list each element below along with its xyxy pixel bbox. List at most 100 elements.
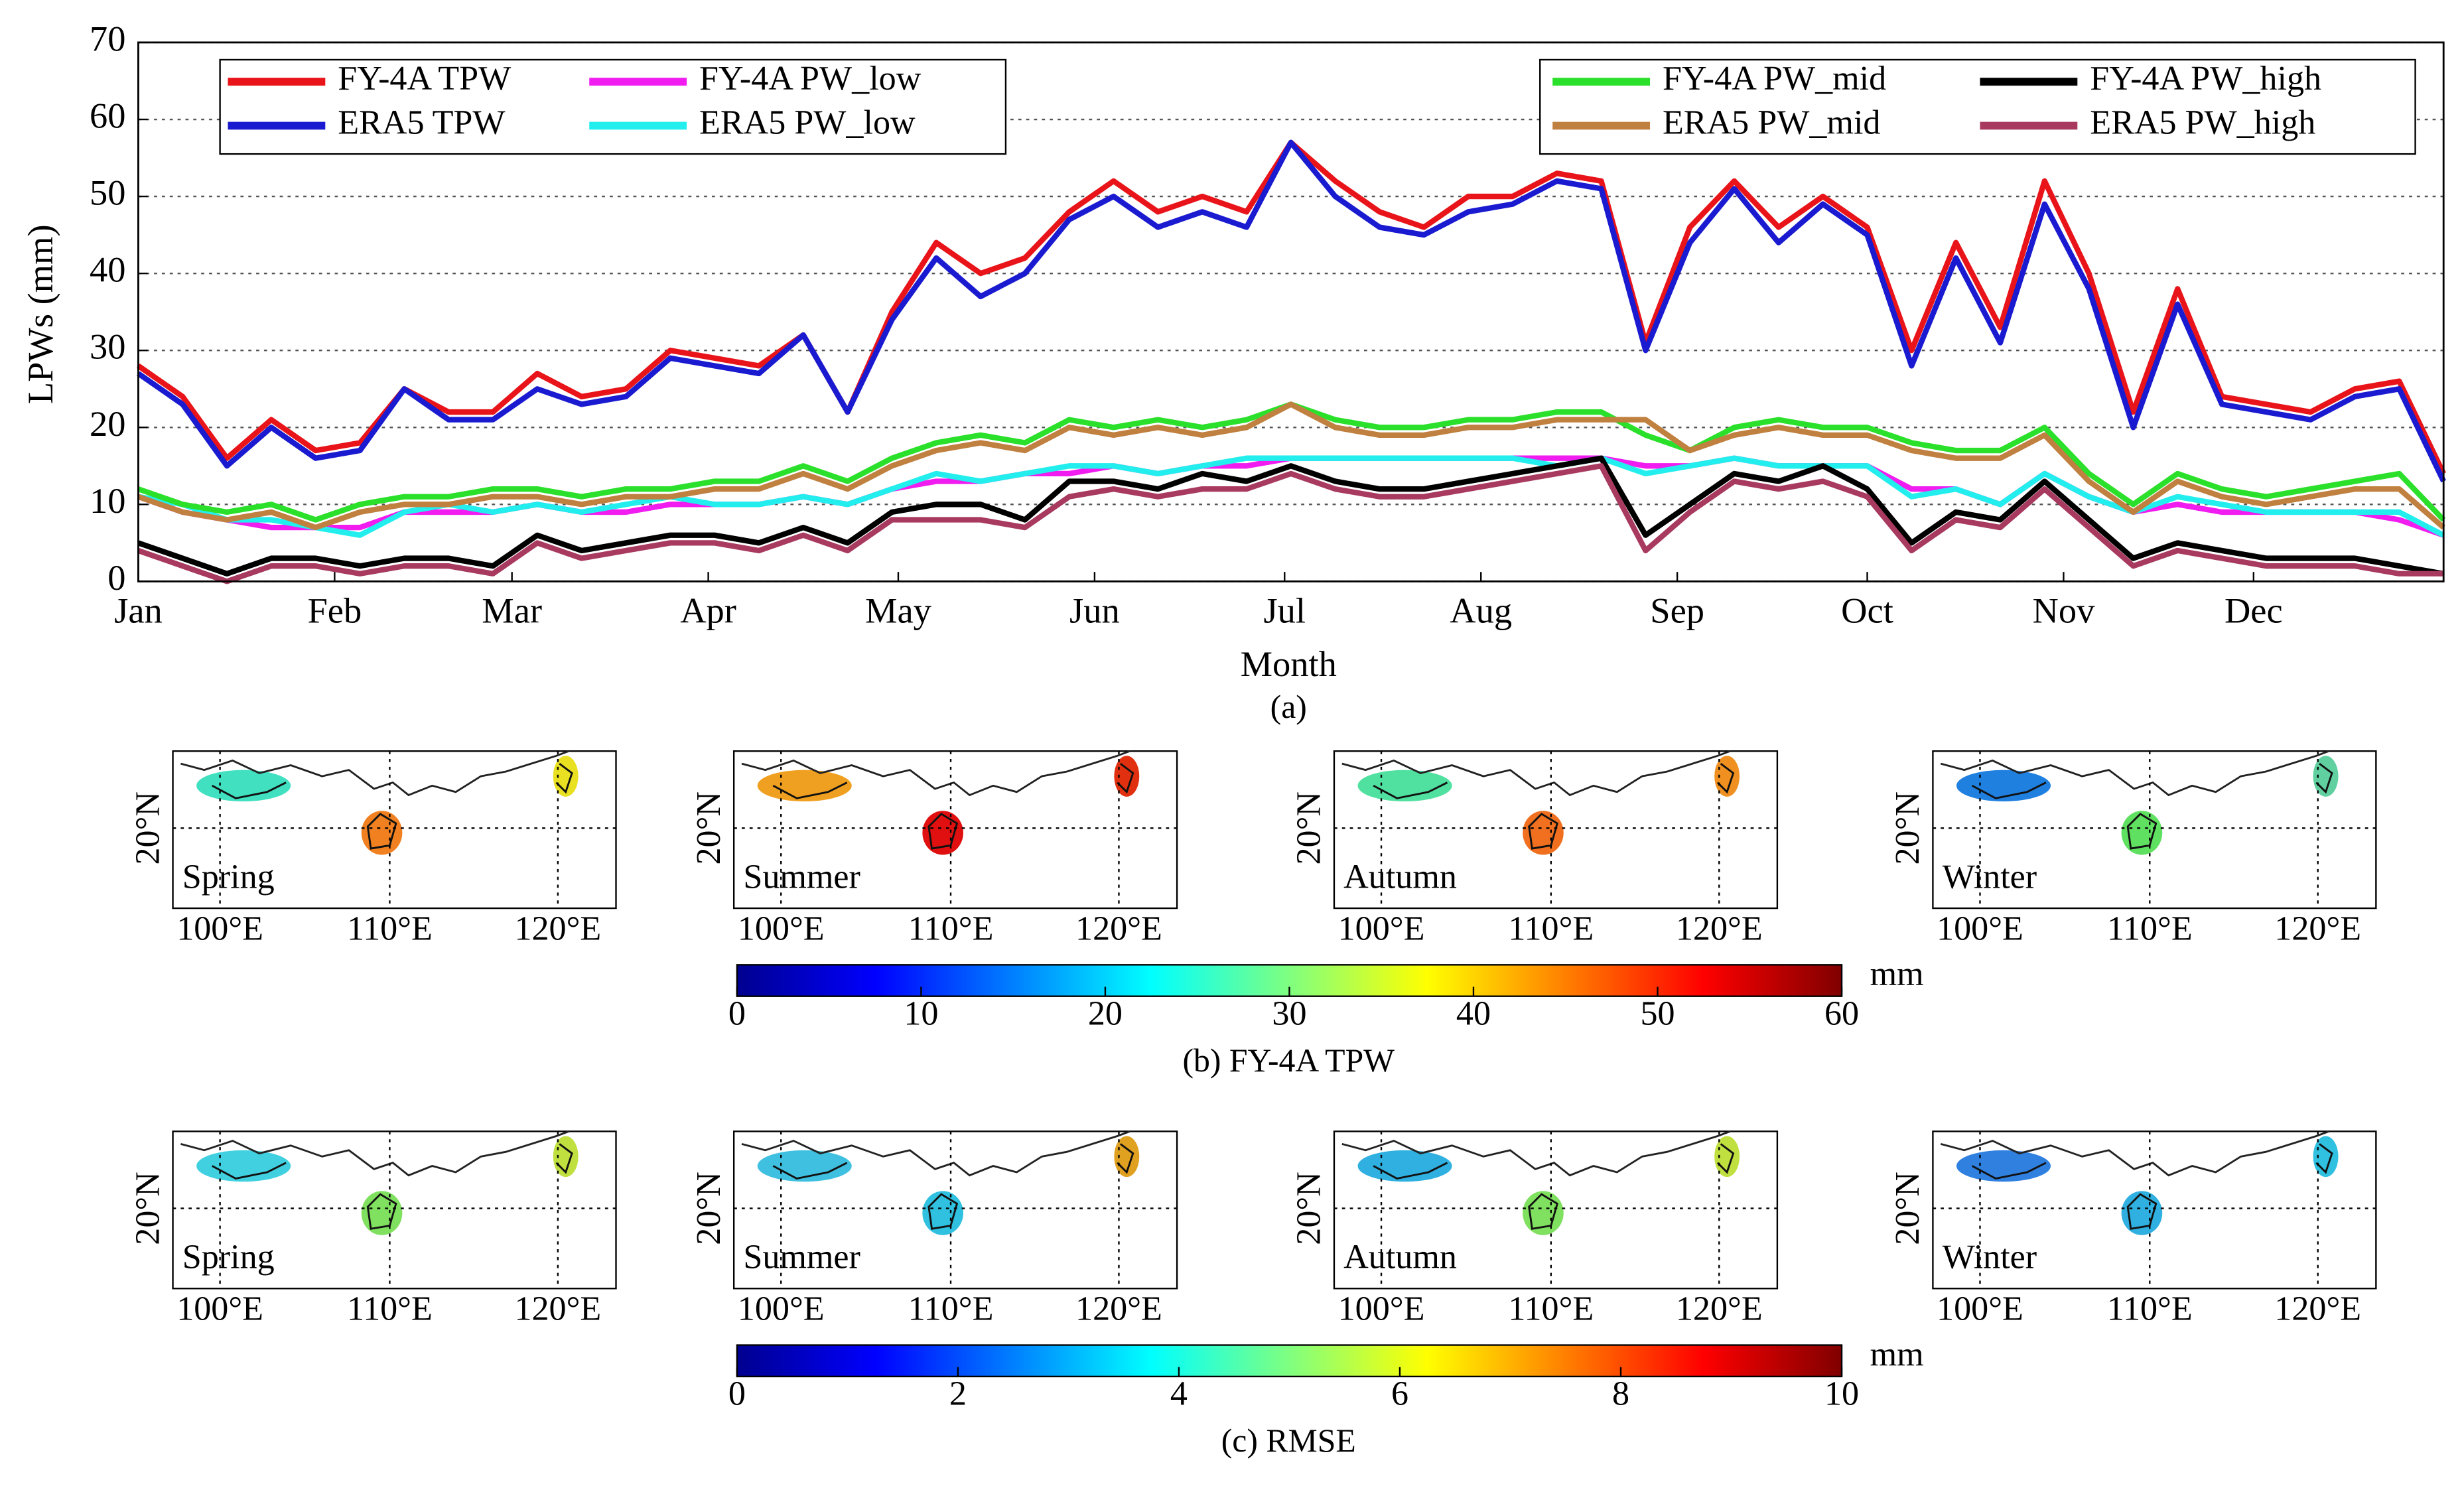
map-blob (2121, 1191, 2163, 1235)
y-tick-label: 0 (107, 557, 125, 598)
legend-label: ERA5 PW_low (699, 103, 916, 141)
coastline (772, 763, 1134, 850)
colorbar-tick-label: 0 (728, 1375, 746, 1413)
lon-tick-label: 110°E (1508, 1290, 1594, 1328)
map-blob (1523, 811, 1564, 855)
lon-tick-label: 100°E (738, 910, 825, 948)
map-blob (922, 1191, 963, 1235)
y-tick-label: 20 (90, 403, 125, 444)
coastline (1373, 1143, 1735, 1230)
colorbar-tick-label: 10 (1824, 1375, 1859, 1413)
season-label: Autumn (1343, 858, 1457, 896)
colorbar-tick-label: 10 (904, 994, 938, 1032)
map-blob (922, 811, 963, 855)
season-label: Winter (1943, 1239, 2037, 1276)
map-caption: (c) RMSE (1221, 1422, 1356, 1459)
lon-tick-label: 100°E (738, 1290, 825, 1328)
x-axis-label: Month (1241, 644, 1337, 684)
map-panel: 100°E 110°E 120°E 20°N Winter (1889, 750, 2377, 948)
lon-tick-label: 110°E (908, 1290, 994, 1328)
colorbar-unit: mm (1870, 1335, 1924, 1373)
map-panel: 100°E 110°E 120°E 20°N Summer (690, 750, 1178, 948)
coastline (1341, 750, 1731, 797)
legend-box (1539, 58, 2416, 155)
plot-frame (137, 41, 2445, 582)
coastline (1341, 1130, 1731, 1177)
coastline (1373, 763, 1735, 850)
map-blob (2121, 811, 2163, 855)
colorbar-unit: mm (1870, 955, 1924, 993)
lon-tick-label: 110°E (2107, 910, 2193, 948)
map-caption: (b) FY-4A TPW (1182, 1042, 1395, 1079)
colorbar-tick-label: 50 (1640, 994, 1675, 1032)
lat-tick-label: 20°N (1290, 1172, 1328, 1245)
colorbar-tick-label: 6 (1391, 1375, 1408, 1413)
y-axis-label: LPWs (mm) (20, 224, 60, 404)
colorbar-tick-label: 30 (1272, 994, 1306, 1032)
lat-tick-label: 20°N (1889, 791, 1927, 865)
x-tick-label: Aug (1450, 590, 1512, 631)
map-panel: 100°E 110°E 120°E 20°N Autumn (1290, 1130, 1779, 1328)
lat-tick-label: 20°N (129, 1172, 167, 1245)
legend-label: ERA5 TPW (338, 103, 506, 141)
colorbar-tick-label: 20 (1088, 994, 1123, 1032)
lon-tick-label: 100°E (1338, 1290, 1425, 1328)
legend-label: FY-4A PW_low (699, 60, 922, 98)
x-tick-label: Mar (482, 590, 542, 631)
y-tick-label: 60 (90, 96, 125, 136)
coastline (1940, 1130, 2329, 1177)
lon-tick-label: 110°E (347, 910, 433, 948)
lon-tick-label: 120°E (514, 1290, 601, 1328)
series-line (137, 463, 2444, 584)
season-label: Summer (743, 1239, 860, 1276)
lat-tick-label: 20°N (1290, 791, 1328, 865)
x-tick-label: Feb (308, 590, 362, 631)
lon-tick-label: 120°E (2274, 910, 2361, 948)
lat-tick-label: 20°N (690, 1172, 728, 1245)
season-label: Winter (1943, 858, 2037, 896)
colorbar-tick-label: 40 (1456, 994, 1491, 1032)
y-tick-label: 10 (90, 480, 125, 521)
x-tick-label: May (865, 590, 932, 631)
x-tick-label: Nov (2033, 590, 2096, 631)
map-panel: 100°E 110°E 120°E 20°N Summer (690, 1130, 1178, 1328)
lon-tick-label: 110°E (2107, 1290, 2193, 1328)
series-line (137, 139, 2446, 483)
season-label: Spring (182, 858, 275, 896)
x-tick-label: Sep (1650, 590, 1704, 631)
legend-label: ERA5 PW_mid (1663, 103, 1881, 141)
lat-tick-label: 20°N (1889, 1172, 1927, 1245)
x-tick-label: Jan (114, 590, 163, 631)
lon-tick-label: 100°E (1937, 910, 2023, 948)
coastline (1940, 750, 2329, 797)
colorbar-tick-label: 60 (1824, 994, 1859, 1032)
coastline (180, 1130, 569, 1177)
y-tick-label: 30 (90, 326, 125, 367)
coastline (741, 1130, 1130, 1177)
x-tick-label: Dec (2224, 590, 2283, 631)
legend-label: FY-4A PW_high (2090, 60, 2321, 98)
lon-tick-label: 110°E (347, 1290, 433, 1328)
lon-tick-label: 120°E (514, 910, 601, 948)
lon-tick-label: 120°E (1676, 910, 1763, 948)
map-panel: 100°E 110°E 120°E 20°N Autumn (1290, 750, 1779, 948)
lat-tick-label: 20°N (690, 791, 728, 865)
x-tick-label: Apr (680, 590, 736, 631)
lat-tick-label: 20°N (129, 791, 167, 865)
map-blob (361, 811, 403, 855)
lon-tick-label: 100°E (1338, 910, 1425, 948)
y-tick-label: 40 (90, 249, 125, 290)
map-panel: 100°E 110°E 120°E 20°N Winter (1889, 1130, 2377, 1328)
map-panel: 100°E 110°E 120°E 20°N Spring (129, 1130, 617, 1328)
lon-tick-label: 120°E (1676, 1290, 1763, 1328)
series-line (137, 455, 2445, 538)
series-line (137, 455, 2444, 576)
season-label: Summer (743, 858, 860, 896)
x-tick-label: Jun (1069, 590, 1120, 631)
y-tick-label: 70 (90, 18, 125, 58)
lon-tick-label: 100°E (1937, 1290, 2023, 1328)
coastline (212, 763, 573, 850)
coastline (1971, 763, 2333, 850)
season-label: Spring (182, 1239, 275, 1276)
